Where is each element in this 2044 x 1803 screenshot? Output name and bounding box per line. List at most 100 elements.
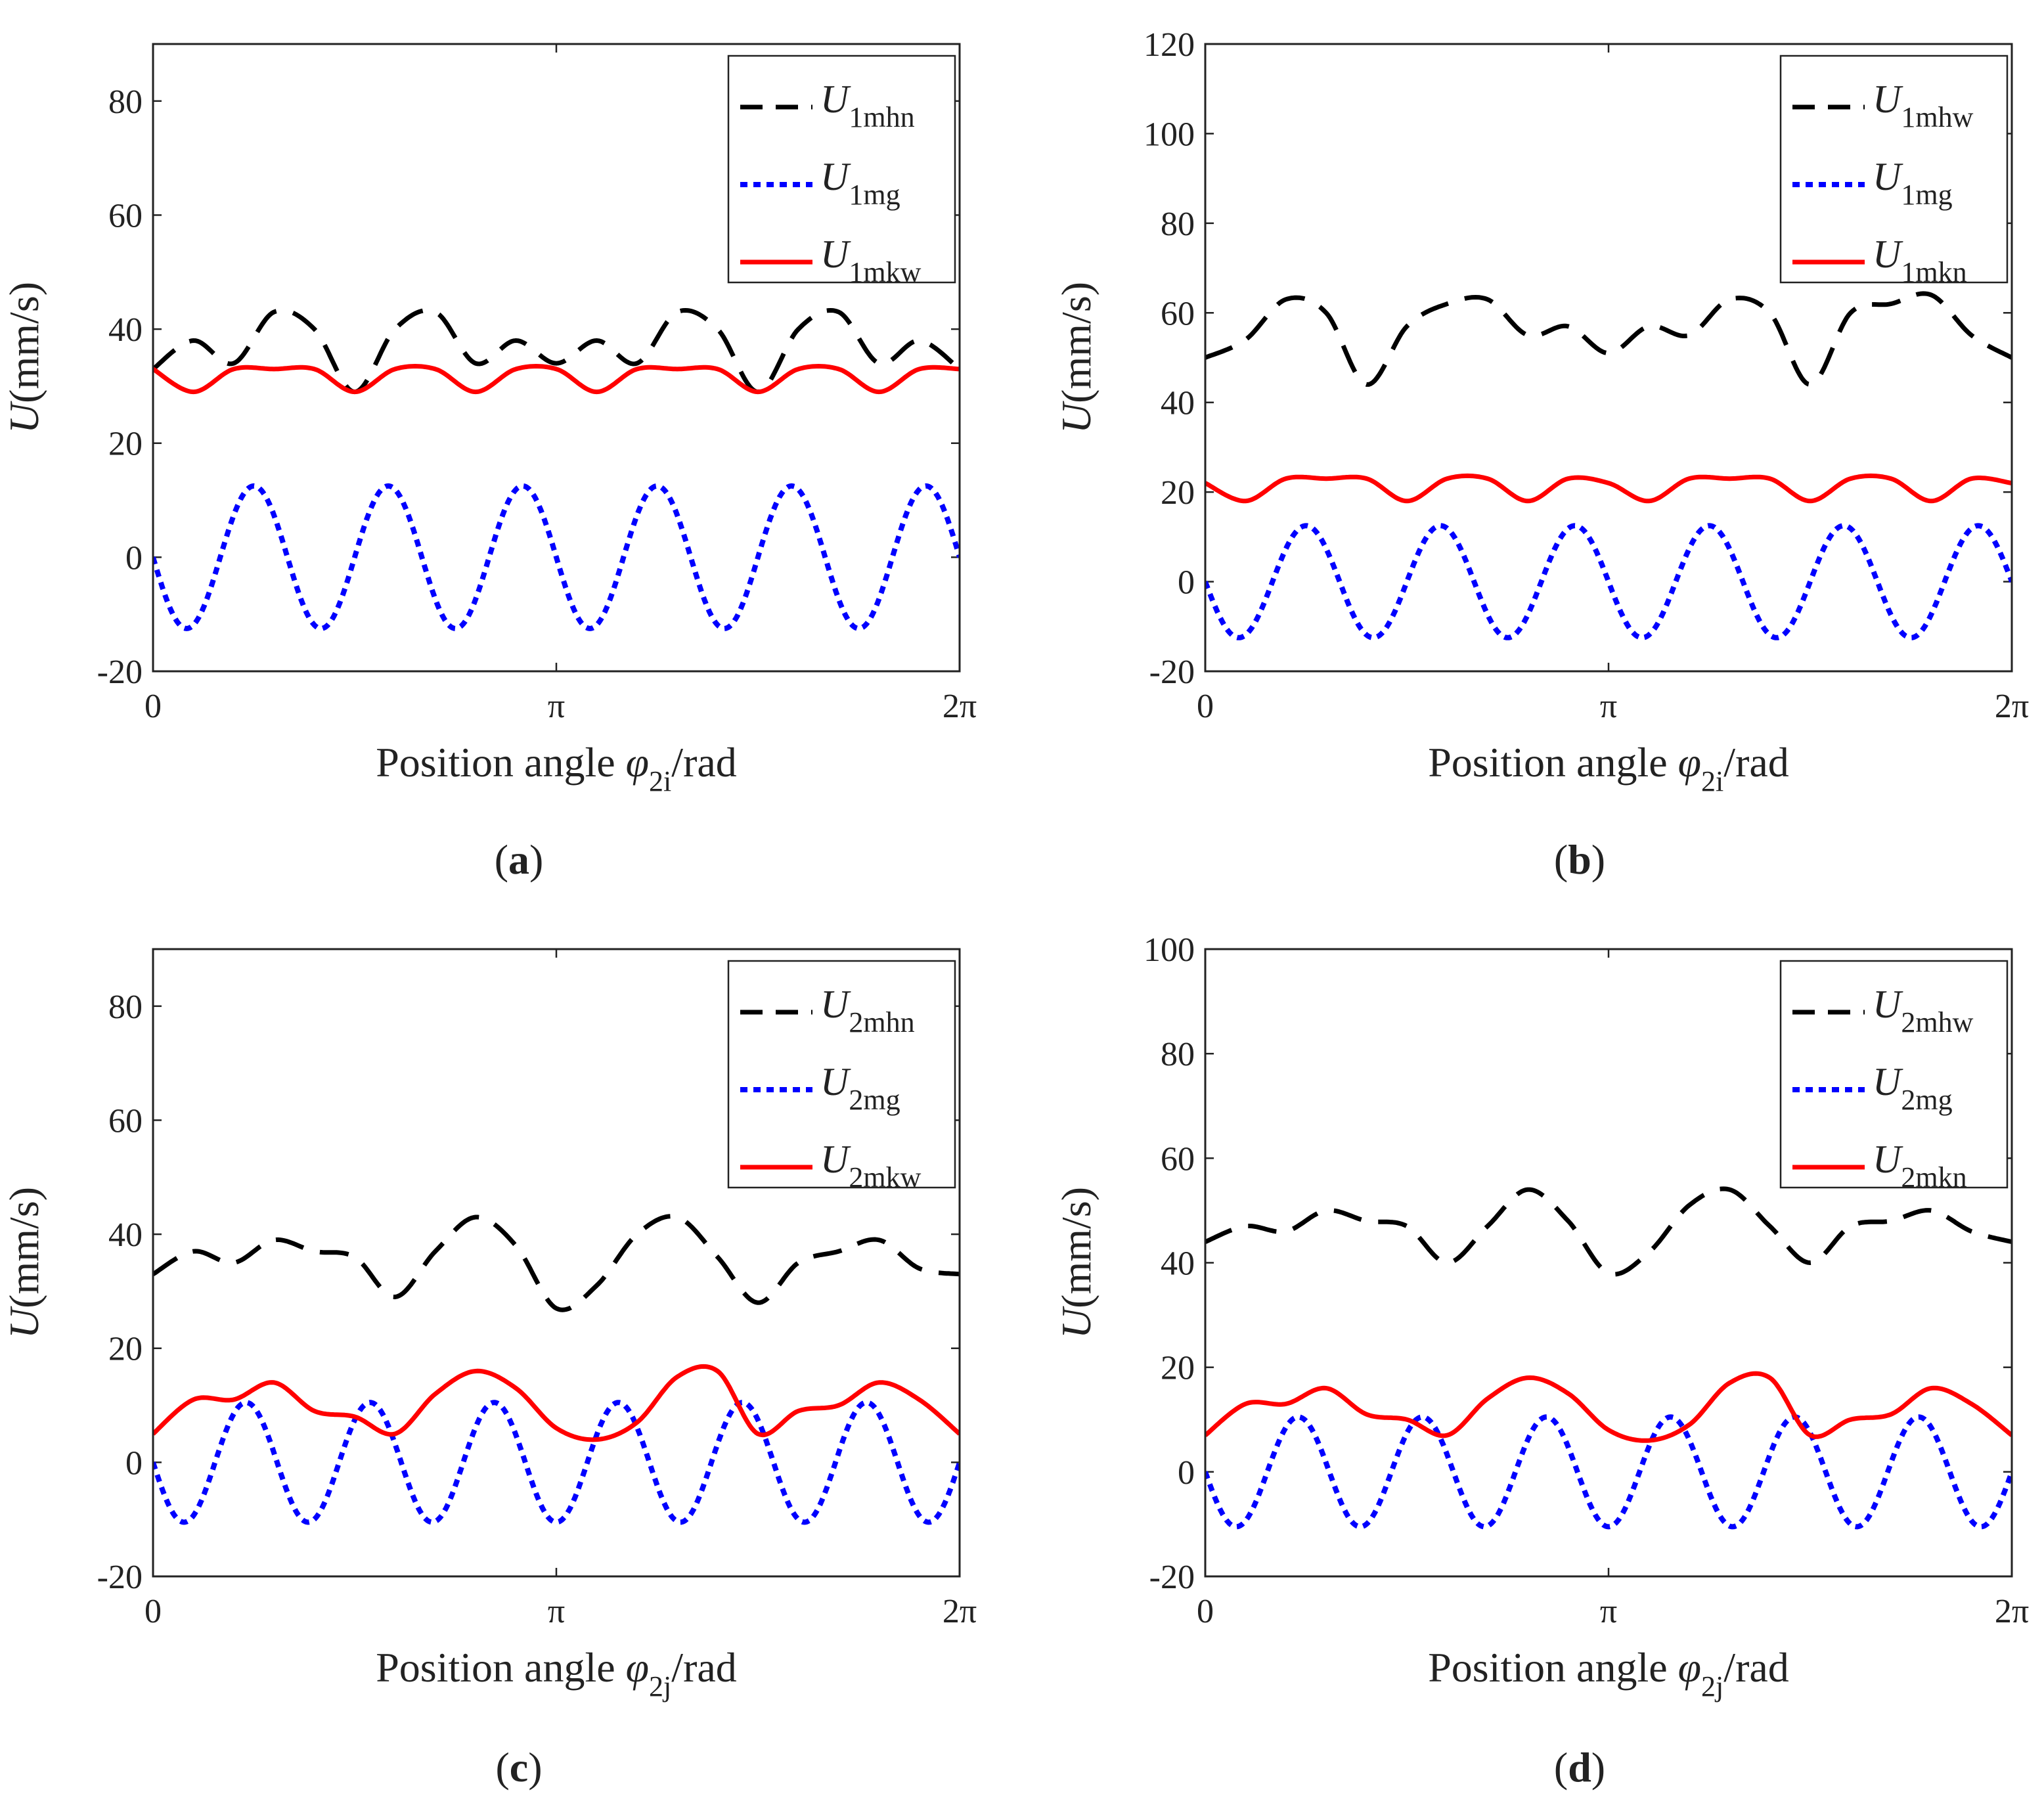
legend-subscript: 1mkn <box>1901 256 1966 288</box>
legend-entry-2mg: U2mg <box>1873 1060 1953 1116</box>
series-line-1mkw <box>153 364 960 395</box>
legend-entry-1mkn: U1mkn <box>1873 233 1967 288</box>
caption-close: ) <box>529 836 543 883</box>
x-label-subscript: 2i <box>1701 765 1723 797</box>
series-line-1mkn <box>1205 473 2012 504</box>
y-tick-label: 20 <box>1161 474 1195 512</box>
y-tick-label: -20 <box>97 654 143 691</box>
series-line-2mg <box>1205 1414 2012 1530</box>
x-label-text: Position angle <box>1428 1644 1677 1691</box>
legend-subscript: 1mkw <box>849 256 921 288</box>
y-label-unit: (mm/s) <box>1 282 47 403</box>
legend-subscript: 2mg <box>1901 1084 1952 1116</box>
x-tick-label: 2π <box>943 1593 977 1630</box>
panel-caption: (b) <box>1554 836 1605 883</box>
legend-box <box>727 960 956 1189</box>
series-group <box>153 308 960 631</box>
series-line-2mkw <box>153 1364 960 1442</box>
y-tick-label: 0 <box>1178 564 1195 602</box>
x-label-symbol: φ <box>626 1644 649 1691</box>
y-tick-label: 80 <box>1161 206 1195 243</box>
x-axis-label: Position angle φ2i/rad <box>1428 739 1789 797</box>
x-tick-label: 0 <box>144 688 162 725</box>
legend-symbol: U <box>820 233 851 276</box>
y-tick-label: 60 <box>108 197 143 234</box>
caption-letter: b <box>1568 836 1591 883</box>
x-label-unit: /rad <box>1723 739 1789 786</box>
legend-symbol: U <box>1873 78 1903 121</box>
caption-letter: a <box>508 836 529 883</box>
legend-symbol: U <box>820 1138 851 1181</box>
series-group <box>1205 1186 2012 1530</box>
legend-entry-1mhw: U1mhw <box>1873 78 1974 133</box>
legend-entry-1mhn: U1mhn <box>820 78 915 133</box>
legend-subscript: 2mg <box>849 1084 900 1116</box>
y-label-symbol: U <box>1 1306 47 1339</box>
y-axis-label: U(mm/s) <box>1053 282 1100 434</box>
legend-subscript: 1mg <box>1901 179 1952 211</box>
legend-subscript: 1mg <box>849 179 900 211</box>
x-label-symbol: φ <box>1678 739 1701 786</box>
y-tick-label: 80 <box>108 989 143 1026</box>
legend-entry-2mg: U2mg <box>820 1060 900 1116</box>
y-tick-label: -20 <box>1149 654 1195 691</box>
x-axis-label: Position angle φ2i/rad <box>376 739 737 797</box>
x-label-unit: /rad <box>671 1644 737 1691</box>
caption-open: ( <box>495 1744 509 1791</box>
y-tick-label: 100 <box>1144 116 1195 153</box>
legend-symbol: U <box>820 983 851 1026</box>
legend-symbol: U <box>1873 1060 1903 1103</box>
x-tick-label: 2π <box>1995 688 2029 725</box>
plot-frame <box>152 43 961 673</box>
y-tick-label: 60 <box>108 1102 143 1140</box>
y-tick-label: 20 <box>108 1331 143 1368</box>
panel-caption: (c) <box>495 1744 542 1791</box>
y-tick-label: -20 <box>97 1559 143 1596</box>
x-axis-label: Position angle φ2j/rad <box>376 1644 737 1703</box>
series-group <box>1205 291 2012 640</box>
x-tick-label: π <box>548 688 565 725</box>
legend-entry-2mkw: U2mkw <box>820 1138 922 1193</box>
legend-box <box>1779 55 2009 284</box>
series-line-2mhw <box>1205 1186 2012 1277</box>
x-tick-label: 0 <box>1197 688 1214 725</box>
y-tick-label: 0 <box>1178 1454 1195 1492</box>
x-label-text: Position angle <box>1428 739 1677 786</box>
caption-letter: d <box>1568 1744 1591 1791</box>
legend-symbol: U <box>1873 1138 1903 1181</box>
legend-symbol: U <box>820 155 851 198</box>
legend-entry-2mkn: U2mkn <box>1873 1138 1967 1193</box>
y-axis-label: U(mm/s) <box>1 282 47 434</box>
plot-frame <box>152 948 961 1578</box>
caption-open: ( <box>495 836 508 883</box>
x-tick-label: 2π <box>943 688 977 725</box>
panel-caption: (d) <box>1554 1744 1605 1791</box>
y-label-unit: (mm/s) <box>1053 282 1100 403</box>
y-tick-label: 80 <box>1161 1036 1195 1073</box>
caption-close: ) <box>1591 836 1605 883</box>
legend-entry-1mg: U1mg <box>1873 155 1953 211</box>
x-label-text: Position angle <box>376 739 625 786</box>
legend-entry-1mkw: U1mkw <box>820 233 922 288</box>
legend-symbol: U <box>820 1060 851 1103</box>
panel-caption: (a) <box>495 836 544 883</box>
legend-box <box>1779 960 2009 1189</box>
y-label-unit: (mm/s) <box>1 1187 47 1308</box>
series-line-2mg <box>153 1400 960 1525</box>
y-label-unit: (mm/s) <box>1053 1187 1100 1308</box>
x-tick-label: 0 <box>144 1593 162 1630</box>
y-tick-label: 80 <box>108 83 143 121</box>
x-tick-label: π <box>1600 1593 1617 1630</box>
series-line-1mg <box>153 483 960 631</box>
x-tick-label: π <box>548 1593 565 1630</box>
x-label-symbol: φ <box>626 739 649 786</box>
legend-symbol: U <box>820 78 851 121</box>
x-label-symbol: φ <box>1678 1644 1701 1691</box>
x-tick-label: 0 <box>1197 1593 1214 1630</box>
caption-close: ) <box>1591 1744 1605 1791</box>
